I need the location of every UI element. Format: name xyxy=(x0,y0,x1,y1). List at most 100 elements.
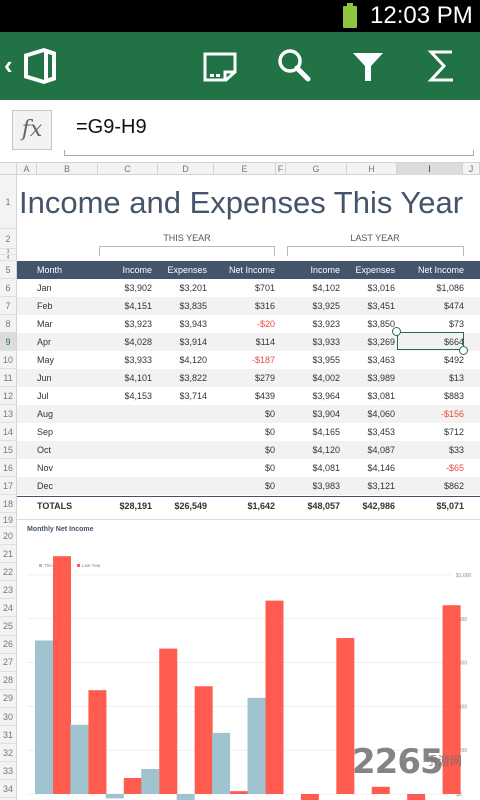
table-cell[interactable]: $3,925 xyxy=(312,301,340,311)
last-year-label[interactable]: LAST YEAR xyxy=(350,233,400,243)
table-cell[interactable]: -$156 xyxy=(440,409,464,419)
row-header-28[interactable]: 28 xyxy=(0,672,16,690)
table-cell[interactable]: $4,102 xyxy=(312,283,340,293)
row-header-25[interactable]: 25 xyxy=(0,618,16,636)
table-cell[interactable] xyxy=(97,405,152,423)
table-cell[interactable]: $4,153 xyxy=(124,391,152,401)
table-cell[interactable]: $0 xyxy=(264,481,275,491)
table-cell[interactable]: $4,060 xyxy=(367,409,395,419)
bar-this-year-mar[interactable] xyxy=(105,794,124,799)
table-cell[interactable]: TOTALS xyxy=(37,501,73,511)
table-cell[interactable]: $3,081 xyxy=(367,391,395,401)
table-cell[interactable] xyxy=(97,441,152,459)
table-cell[interactable]: -$65 xyxy=(445,463,464,473)
back-chevron-icon[interactable]: ‹ xyxy=(4,50,13,80)
table-cell[interactable]: Apr xyxy=(37,337,52,347)
table-cell[interactable]: $3,453 xyxy=(367,427,395,437)
table-cell[interactable]: $701 xyxy=(254,283,275,293)
bar-this-year-feb[interactable] xyxy=(70,724,89,794)
table-cell[interactable]: -$187 xyxy=(251,355,275,365)
row-header-3[interactable]: 3 xyxy=(0,249,16,255)
table-cell[interactable]: Sep xyxy=(37,427,54,437)
column-header-f[interactable]: F xyxy=(276,163,286,175)
row-header-5[interactable]: 5 xyxy=(0,261,16,279)
row-header-34[interactable]: 34 xyxy=(0,780,16,799)
bar-last-year-jun[interactable] xyxy=(230,791,249,794)
table-cell[interactable]: $0 xyxy=(264,463,275,473)
bar-this-year-jun[interactable] xyxy=(212,732,231,794)
table-cell[interactable]: $0 xyxy=(264,409,275,419)
table-cell[interactable]: $3,822 xyxy=(179,373,207,383)
table-cell[interactable]: $3,923 xyxy=(124,319,152,329)
table-cell[interactable]: $3,904 xyxy=(312,409,340,419)
fx-button[interactable]: fx xyxy=(12,110,52,150)
table-cell[interactable] xyxy=(157,423,207,441)
table-cell[interactable]: $3,269 xyxy=(367,337,395,347)
table-cell[interactable]: $3,902 xyxy=(124,283,152,293)
row-header-12[interactable]: 12 xyxy=(0,387,16,405)
table-cell[interactable]: $4,120 xyxy=(312,445,340,455)
bar-last-year-mar[interactable] xyxy=(123,778,142,794)
table-cell[interactable]: Oct xyxy=(37,445,52,455)
table-cell[interactable]: $4,002 xyxy=(312,373,340,383)
table-cell[interactable]: $1,086 xyxy=(436,283,464,293)
bar-last-year-apr[interactable] xyxy=(159,648,178,794)
row-header-9[interactable]: 9 xyxy=(0,333,16,351)
table-cell[interactable]: $48,057 xyxy=(307,501,340,511)
column-header-j[interactable]: J xyxy=(463,163,480,175)
table-cell[interactable]: $474 xyxy=(443,301,464,311)
table-cell[interactable]: Jan xyxy=(37,283,52,293)
table-cell[interactable]: May xyxy=(37,355,55,365)
column-header-i[interactable]: I xyxy=(397,163,463,175)
table-cell[interactable]: $3,914 xyxy=(179,337,207,347)
row-header-14[interactable]: 14 xyxy=(0,423,16,441)
table-cell[interactable] xyxy=(97,423,152,441)
table-cell[interactable]: Jun xyxy=(37,373,52,383)
table-cell[interactable]: $316 xyxy=(254,301,275,311)
bar-this-year-apr[interactable] xyxy=(141,769,160,794)
bar-last-year-jan[interactable] xyxy=(53,556,71,794)
table-cell[interactable]: $4,146 xyxy=(367,463,395,473)
table-cell[interactable]: $33 xyxy=(448,445,464,455)
table-cell[interactable]: $4,028 xyxy=(124,337,152,347)
header-month[interactable]: Month xyxy=(37,265,63,275)
row-header-23[interactable]: 23 xyxy=(0,581,16,600)
table-cell[interactable]: $4,151 xyxy=(124,301,152,311)
table-cell[interactable]: $5,071 xyxy=(436,501,464,511)
bar-last-year-jul[interactable] xyxy=(265,600,284,794)
table-cell[interactable] xyxy=(97,459,152,477)
table-cell[interactable]: $114 xyxy=(255,337,275,347)
table-cell[interactable]: $1,642 xyxy=(247,501,275,511)
table-cell[interactable]: $13 xyxy=(448,373,464,383)
table-cell[interactable]: $3,933 xyxy=(124,355,152,365)
table-cell[interactable]: $3,989 xyxy=(367,373,395,383)
table-cell[interactable]: $42,986 xyxy=(362,501,395,511)
row-header-33[interactable]: 33 xyxy=(0,762,16,781)
row-header-10[interactable]: 10 xyxy=(0,351,16,369)
sheet-title[interactable]: Income and Expenses This Year xyxy=(19,185,464,220)
table-cell[interactable]: $712 xyxy=(443,427,464,437)
row-header-6[interactable]: 6 xyxy=(0,279,16,297)
table-cell[interactable]: $0 xyxy=(264,445,275,455)
table-cell[interactable]: $3,850 xyxy=(367,319,395,329)
net-income-chart[interactable]: Monthly Net Income $0 $200 $400 $600 $800 $1,… xyxy=(17,519,480,800)
table-cell[interactable]: $4,101 xyxy=(124,373,152,383)
table-cell[interactable]: $3,933 xyxy=(312,337,340,347)
table-cell[interactable]: $492 xyxy=(443,355,464,365)
table-cell[interactable] xyxy=(157,405,207,423)
table-cell[interactable]: $3,923 xyxy=(312,319,340,329)
row-header-7[interactable]: 7 xyxy=(0,297,16,315)
row-header-15[interactable]: 15 xyxy=(0,441,16,459)
bar-this-year-jul[interactable] xyxy=(247,697,266,794)
row-header-24[interactable]: 24 xyxy=(0,599,16,618)
column-header-g[interactable]: G xyxy=(286,163,347,175)
row-header-11[interactable]: 11 xyxy=(0,369,16,387)
column-header-a[interactable]: A xyxy=(17,163,37,175)
column-header-h[interactable]: H xyxy=(347,163,397,175)
selection-handle-bottom[interactable] xyxy=(459,346,468,355)
column-header-b[interactable]: B xyxy=(37,163,98,175)
row-header-19[interactable]: 19 xyxy=(0,513,16,527)
row-header-21[interactable]: 21 xyxy=(0,545,16,564)
row-header-27[interactable]: 27 xyxy=(0,654,16,672)
sum-icon[interactable] xyxy=(422,46,462,86)
